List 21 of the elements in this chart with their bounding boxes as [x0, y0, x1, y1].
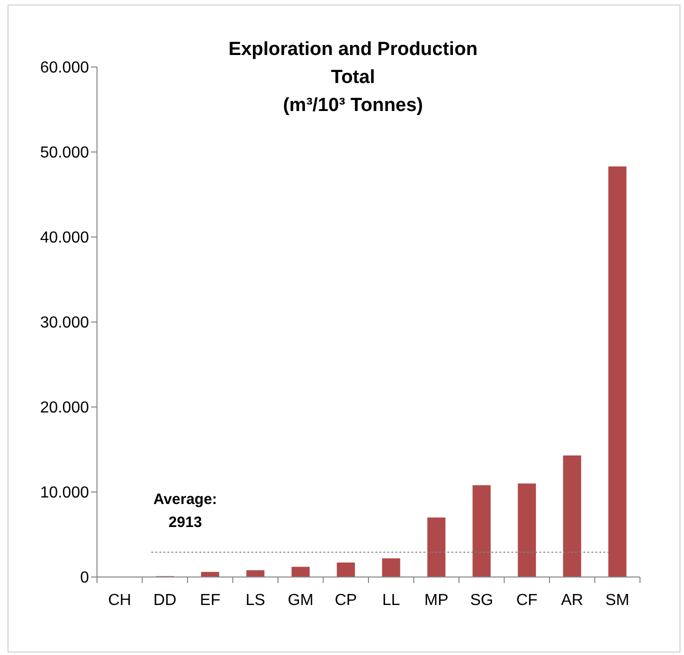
x-tick-label: SM [605, 592, 630, 609]
x-tick-label: LL [382, 592, 400, 609]
x-tick-label: EF [200, 592, 221, 609]
y-tick-label: 20.000 [40, 400, 90, 417]
y-tick-label: 10.000 [40, 484, 90, 502]
x-tick-label: MP [424, 592, 448, 609]
x-tick-label: CP [334, 592, 357, 609]
x-tick-label: AR [561, 592, 584, 609]
ref-line-label: Average: 2913 [153, 491, 218, 532]
x-tick-label: DD [153, 592, 176, 609]
x-tick-label: GM [288, 592, 314, 609]
x-tick-label: CH [108, 592, 132, 609]
y-tick-label: 0 [80, 570, 90, 587]
y-tick-label: 40.000 [40, 230, 90, 247]
y-tick-label: 30.000 [40, 314, 90, 332]
chart-title: Exploration and Production Total (m³/10³ Tonnes) [228, 39, 478, 116]
y-tick-label: 60.000 [40, 60, 90, 77]
y-tick-label: 50.000 [40, 144, 90, 162]
x-tick-label: SG [470, 592, 494, 609]
x-tick-label: CF [516, 592, 538, 609]
x-tick-label: LS [246, 592, 266, 609]
